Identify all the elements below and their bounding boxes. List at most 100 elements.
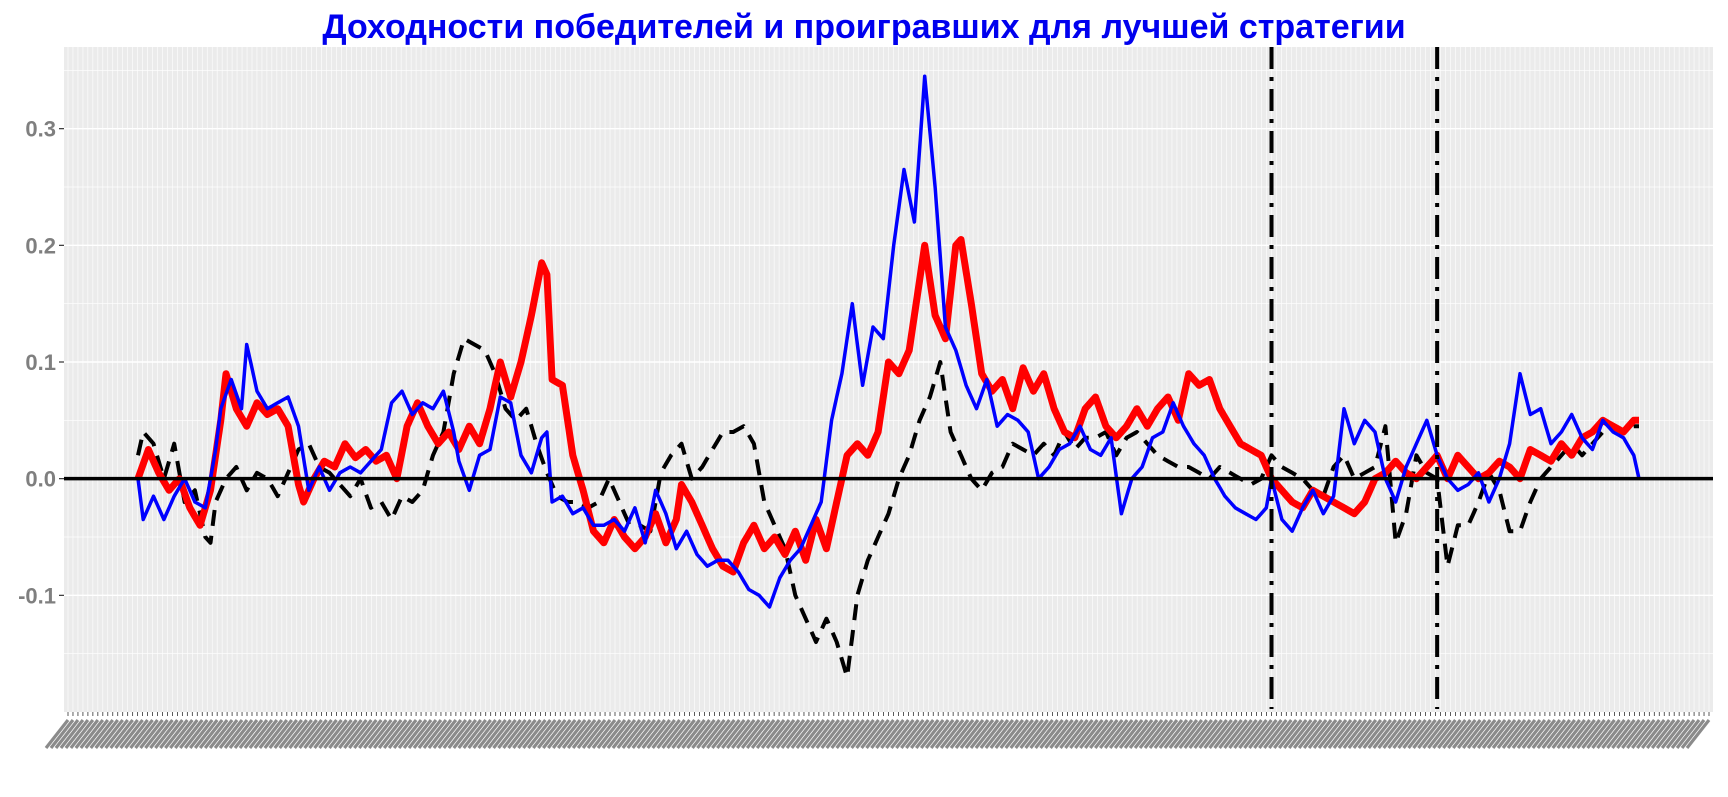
x-tick-label [1501, 719, 1527, 749]
x-tick-label [1611, 719, 1636, 749]
x-tick-label [1312, 719, 1338, 749]
x-tick-label [1044, 719, 1069, 749]
x-tick-label [556, 719, 582, 749]
x-tick-label [989, 719, 1015, 749]
x-tick-label [1541, 719, 1567, 749]
x-tick-label [1427, 719, 1452, 749]
x-tick-label [815, 719, 841, 749]
x-tick-label [402, 719, 428, 749]
x-tick-label [1531, 719, 1557, 749]
x-tick-label [1546, 719, 1572, 749]
x-tick-label [1178, 719, 1204, 749]
x-tick-label [263, 719, 289, 749]
x-tick-label [1268, 719, 1293, 749]
x-tick-label [880, 719, 905, 749]
x-tick-label [1571, 719, 1596, 749]
x-tick-label [1113, 719, 1139, 749]
x-tick-label [696, 719, 721, 749]
x-tick-label [1059, 719, 1084, 749]
x-tick-label [343, 719, 368, 749]
x-tick-label [1586, 719, 1611, 749]
x-tick-label [964, 719, 990, 749]
x-tick-label [1511, 719, 1537, 749]
x-tick-label [1004, 719, 1029, 749]
x-tick-label [1581, 719, 1606, 749]
x-tick-label [1158, 719, 1184, 749]
x-tick-label [1432, 719, 1457, 749]
x-tick-label [203, 719, 229, 749]
x-tick-label [701, 719, 726, 749]
x-tick-label [542, 719, 567, 749]
x-tick-label [1208, 719, 1233, 749]
x-tick-label [1551, 719, 1576, 749]
x-tick-label [914, 719, 940, 749]
x-tick-label [1317, 719, 1343, 749]
x-tick-label [1591, 719, 1616, 749]
x-tick-label [770, 719, 796, 749]
x-tick-label [1089, 719, 1114, 749]
x-tick-label [1407, 719, 1432, 749]
x-tick-label [382, 719, 408, 749]
x-tick-label [1561, 719, 1586, 749]
x-tick-label [372, 719, 398, 749]
x-tick-label [979, 719, 1005, 749]
x-tick-label [1665, 719, 1691, 749]
x-tick-label [427, 719, 453, 749]
x-tick-label [969, 719, 995, 749]
x-tick-label [522, 719, 547, 749]
x-tick-label [1173, 719, 1199, 749]
x-tick-label [1188, 719, 1213, 749]
x-tick-label [1601, 719, 1626, 749]
x-tick-label [268, 719, 294, 749]
x-tick-label [1332, 719, 1358, 749]
x-tick-label [1342, 719, 1368, 749]
x-tick-label [1521, 719, 1547, 749]
x-tick-label [223, 719, 249, 749]
x-tick-label [1014, 719, 1039, 749]
x-tick-label [1640, 719, 1666, 749]
x-tick-label [1516, 719, 1542, 749]
x-tick-label [1466, 719, 1492, 749]
x-tick-label [1213, 719, 1238, 749]
x-tick-label [174, 719, 199, 749]
x-tick-label [706, 719, 731, 749]
x-tick-label [1566, 719, 1591, 749]
x-tick-label [358, 719, 383, 749]
x-tick-label [512, 719, 537, 749]
x-tick-label [99, 719, 124, 749]
x-tick-label [1322, 719, 1348, 749]
x-tick-label [109, 719, 134, 749]
x-tick-label [397, 719, 423, 749]
x-tick-label [745, 719, 771, 749]
x-tick-label [1168, 719, 1194, 749]
x-tick-label [1422, 719, 1447, 749]
x-tick-label [835, 719, 860, 749]
x-tick-label [308, 719, 333, 749]
x-tick-label [1412, 719, 1437, 749]
x-tick-label [293, 719, 318, 749]
x-tick-label [850, 719, 875, 749]
x-tick-label [233, 719, 259, 749]
x-tick-label [800, 719, 826, 749]
x-tick-label [442, 719, 468, 749]
vertical-gridlines [67, 47, 1710, 712]
x-tick-label [1417, 719, 1442, 749]
x-tick-label [422, 719, 448, 749]
x-tick-label [377, 719, 403, 749]
x-tick-label [193, 719, 219, 749]
x-tick-label [447, 719, 473, 749]
x-tick-label [1675, 719, 1701, 749]
x-tick-label [1655, 719, 1681, 749]
x-tick-label [601, 719, 627, 749]
x-tick-label [527, 719, 552, 749]
x-tick-label [1143, 719, 1169, 749]
x-tick-label [318, 719, 343, 749]
x-tick-label [1461, 719, 1487, 749]
x-tick-label [656, 719, 681, 749]
x-tick-label [596, 719, 622, 749]
x-tick-label [1456, 719, 1482, 749]
x-tick-label [1486, 719, 1512, 749]
x-tick-label [820, 719, 846, 749]
x-tick-label [323, 719, 348, 749]
x-tick-label [919, 719, 945, 749]
